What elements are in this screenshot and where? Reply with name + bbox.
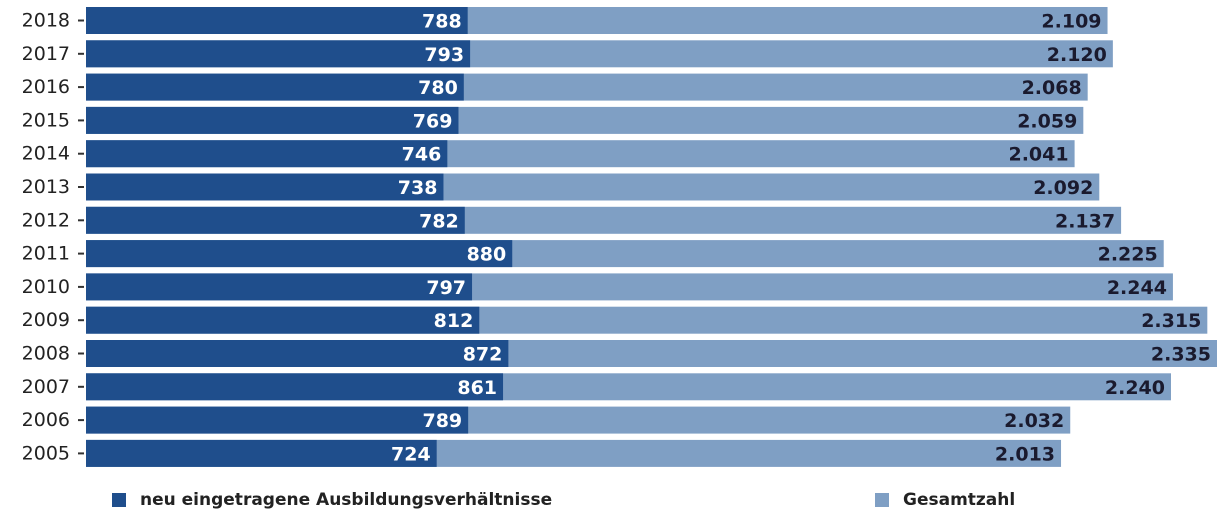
data-label: 797 <box>426 277 466 299</box>
bar <box>86 140 448 168</box>
bar <box>86 73 464 101</box>
data-label: 2.068 <box>1022 77 1082 99</box>
y-tick-label: 2017 <box>22 43 70 65</box>
bar <box>86 240 513 268</box>
data-label: 2.109 <box>1041 11 1101 33</box>
data-label: 724 <box>391 443 431 465</box>
data-label: 2.240 <box>1105 377 1165 399</box>
data-label: 2.059 <box>1017 110 1077 132</box>
data-label: 2.225 <box>1098 244 1158 266</box>
bar <box>86 106 459 134</box>
data-label: 880 <box>467 244 507 266</box>
data-label: 793 <box>424 44 464 66</box>
bar <box>86 273 473 301</box>
y-tick-label: 2005 <box>22 442 70 464</box>
y-tick-label: 2007 <box>22 376 70 398</box>
data-label: 2.092 <box>1033 177 1093 199</box>
y-tick-label: 2013 <box>22 176 70 198</box>
data-label: 2.041 <box>1008 144 1068 166</box>
data-label: 861 <box>457 377 497 399</box>
data-label: 780 <box>418 77 458 99</box>
data-label: 2.013 <box>995 443 1055 465</box>
bar <box>86 373 504 401</box>
data-label: 789 <box>422 410 462 432</box>
bar <box>86 40 471 68</box>
bar <box>86 306 480 334</box>
data-label: 769 <box>413 110 453 132</box>
data-label: 2.244 <box>1107 277 1167 299</box>
data-label: 2.137 <box>1055 210 1115 232</box>
y-tick-label: 2006 <box>22 409 70 431</box>
bar <box>86 7 468 34</box>
y-tick-label: 2008 <box>22 343 70 365</box>
bar <box>86 406 469 434</box>
data-label: 2.120 <box>1047 44 1107 66</box>
bar <box>86 340 509 367</box>
y-tick-label: 2016 <box>22 76 70 98</box>
y-tick-label: 2010 <box>22 276 70 298</box>
data-label: 872 <box>463 344 503 366</box>
bar <box>86 173 444 201</box>
y-tick-label: 2012 <box>22 209 70 231</box>
legend-label: Gesamtzahl <box>903 490 1015 510</box>
legend-label: neu eingetragene Ausbildungsverhältnisse <box>140 490 552 510</box>
bar <box>86 439 437 467</box>
y-tick-label: 2014 <box>22 143 70 165</box>
y-tick-label: 2018 <box>22 10 70 32</box>
y-tick-label: 2011 <box>22 243 70 265</box>
data-label: 2.032 <box>1004 410 1064 432</box>
data-label: 812 <box>434 310 474 332</box>
data-label: 738 <box>398 177 438 199</box>
y-tick-label: 2009 <box>22 309 70 331</box>
legend-swatch <box>112 493 126 507</box>
legend-swatch <box>875 493 889 507</box>
data-label: 788 <box>422 11 462 33</box>
data-label: 2.335 <box>1151 344 1211 366</box>
y-tick-label: 2015 <box>22 109 70 131</box>
data-label: 782 <box>419 210 459 232</box>
data-label: 746 <box>402 144 442 166</box>
data-label: 2.315 <box>1141 310 1201 332</box>
bar <box>86 206 465 234</box>
